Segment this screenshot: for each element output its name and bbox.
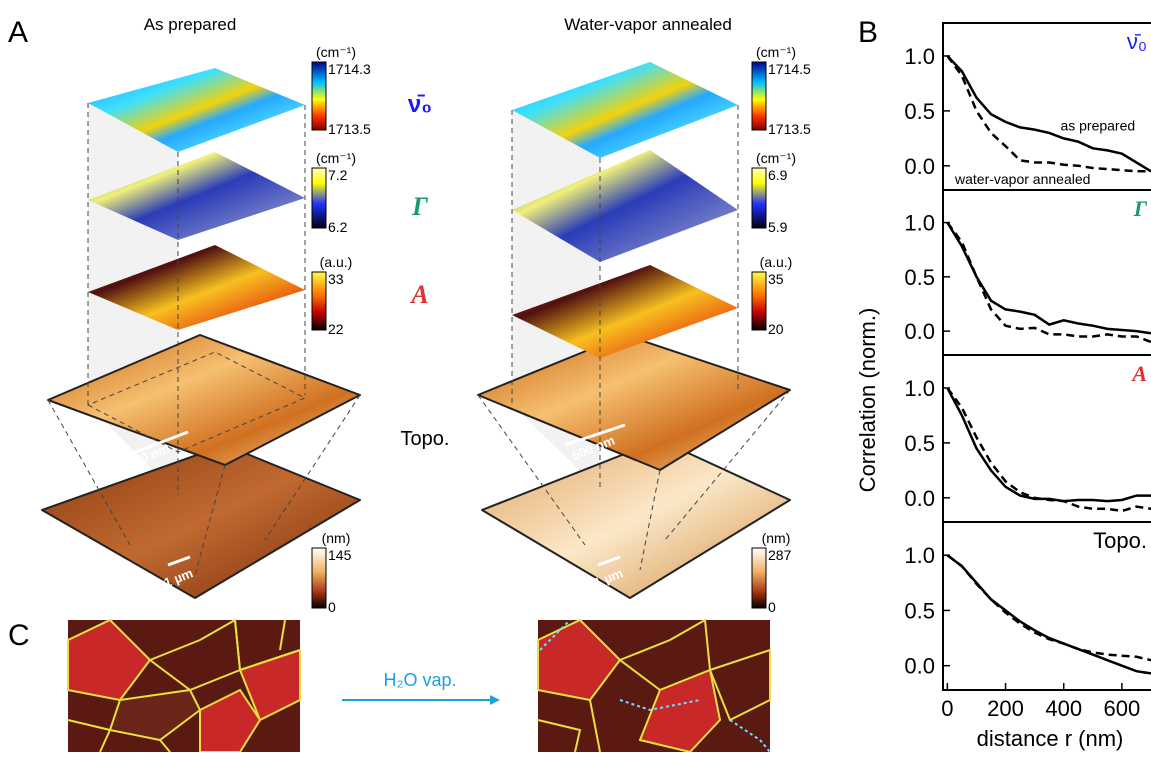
y-tick-label: 0.5 [904,598,935,623]
y-tick-label: 0.5 [904,431,935,456]
charts: 0.0 0.5 1.0 ν̄₀ as prepared water-vapor annea… [904,23,1151,721]
y-tick-label: 0.0 [904,319,935,344]
map-stack: 500 nm 1 µm [42,68,360,598]
panel-label: C [8,619,30,652]
colorbar [312,548,326,608]
panel-label: A [8,16,28,49]
grain-schematic [538,620,770,752]
colorbar [752,548,766,608]
x-axis-label: distance r (nm) [977,726,1124,751]
colorbar-max: 33 [328,271,344,287]
series-label: as prepared [1060,117,1135,133]
map-stack: 500 nm 1 µm [478,62,790,598]
colorbar-min: 22 [328,321,344,337]
colorbar [312,272,326,330]
chart-title: Topo. [1093,528,1147,553]
colorbar-unit: (cm⁻¹) [316,150,356,166]
colorbar-min: 1713.5 [768,121,811,137]
colorbar-min: 1713.5 [328,121,371,137]
colorbar-unit: (cm⁻¹) [756,150,796,166]
data-line [947,555,1151,673]
topography-map [482,440,790,598]
chart-title: ν̄₀ [1127,29,1147,54]
arrow-head [490,695,500,705]
x-tick-label: 0 [941,696,953,721]
y-tick-label: 0.0 [904,654,935,679]
y-tick-label: 0.5 [904,265,935,290]
x-tick-label: 200 [987,696,1024,721]
y-tick-label: 0.0 [904,486,935,511]
data-line [947,223,1151,334]
colorbar [752,62,766,130]
colorbar-max: 1714.3 [328,61,371,77]
colorbar [752,168,766,228]
colorbar [312,168,326,228]
y-tick-label: 1.0 [904,543,935,568]
y-axis-label: Correlation (norm.) [855,308,880,493]
colorbar-min: 6.2 [328,219,348,235]
colorbar-unit: (a.u.) [320,254,353,270]
column-title: Water-vapor annealed [564,15,732,34]
colorbar [312,62,326,130]
y-tick-label: 1.0 [904,44,935,69]
grain-schematic [68,620,300,752]
figure: A B C As prepared Water-vapor annealed 5… [0,0,1151,752]
colorbar-unit: (nm) [322,530,351,546]
chart-title: Γ [1133,196,1148,221]
plot-frame [943,355,1151,522]
colorbar-max: 7.2 [328,167,348,183]
parameter-label: A [409,280,428,309]
colorbar-max: 35 [768,271,784,287]
x-tick-label: 400 [1045,696,1082,721]
colorbar-unit: (cm⁻¹) [316,44,356,60]
data-line [947,555,1151,660]
colorbar-min: 0 [328,599,336,615]
parameter-label: Topo. [401,428,450,450]
colorbar-unit: (nm) [762,530,791,546]
colorbar-unit: (a.u.) [760,254,793,270]
colorbar-max: 287 [768,547,792,563]
colorbar-max: 6.9 [768,167,788,183]
column-title: As prepared [144,15,237,34]
colorbar-min: 0 [768,599,776,615]
colorbar-unit: (cm⁻¹) [756,44,796,60]
series-label: water-vapor annealed [954,171,1090,187]
colorbar [752,272,766,330]
data-line [947,388,1151,501]
y-tick-label: 1.0 [904,376,935,401]
chart-title: A [1130,361,1147,386]
y-tick-label: 1.0 [904,211,935,236]
colorbar-min: 20 [768,321,784,337]
y-tick-label: 0.0 [904,154,935,179]
y-tick-label: 0.5 [904,99,935,124]
parameter-label: Γ [411,192,428,221]
colorbar-min: 5.9 [768,219,788,235]
colorbar-max: 145 [328,547,352,563]
parameter-label: ν̄₀ [408,91,432,118]
panel-label: B [858,16,878,49]
colorbar-max: 1714.5 [768,61,811,77]
arrow-label: H₂O vap. [383,670,456,690]
x-tick-label: 600 [1104,696,1141,721]
